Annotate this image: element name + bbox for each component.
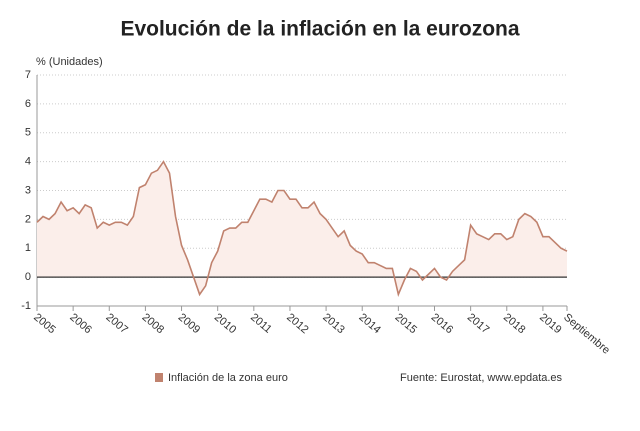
x-tick-label: 2017 — [465, 311, 491, 336]
x-tick-label: 2018 — [501, 311, 527, 336]
y-tick-label: 4 — [25, 156, 31, 168]
y-tick-label: 1 — [25, 242, 31, 254]
x-tick-label: 2007 — [103, 311, 129, 336]
x-tick-label: 2013 — [320, 311, 346, 336]
x-tick-label: Septiembre — [561, 311, 612, 356]
x-tick-label: 2008 — [140, 311, 166, 336]
legend-swatch — [155, 373, 163, 382]
series-line — [36, 160, 568, 298]
chart-title: Evolución de la inflación en la eurozona — [120, 18, 519, 41]
y-tick-label: 2 — [25, 213, 31, 225]
y-tick-label: 5 — [25, 127, 31, 139]
y-tick-label: 3 — [25, 184, 31, 196]
x-tick-label: 2015 — [393, 311, 419, 336]
x-tick-label: 2005 — [31, 311, 57, 336]
x-tick-label: 2006 — [67, 311, 93, 336]
x-tick-label: 2014 — [356, 311, 382, 336]
x-tick-label: 2010 — [212, 311, 238, 336]
y-tick-label: -1 — [21, 300, 31, 312]
legend-label: Inflación de la zona euro — [168, 372, 288, 384]
y-tick-label: 7 — [25, 69, 31, 81]
x-tick-label: 2019 — [537, 311, 563, 336]
x-tick-label: 2016 — [429, 311, 455, 336]
area-fill — [37, 161, 567, 295]
source: Fuente: Eurostat, www.epdata.es — [400, 372, 563, 384]
y-axis-label: % (Unidades) — [36, 56, 103, 68]
y-tick-label: 0 — [25, 271, 31, 283]
y-tick-label: 6 — [25, 98, 31, 110]
x-tick-label: 2011 — [248, 311, 274, 335]
x-tick-label: 2009 — [176, 311, 202, 336]
x-tick-label: 2012 — [284, 311, 310, 336]
